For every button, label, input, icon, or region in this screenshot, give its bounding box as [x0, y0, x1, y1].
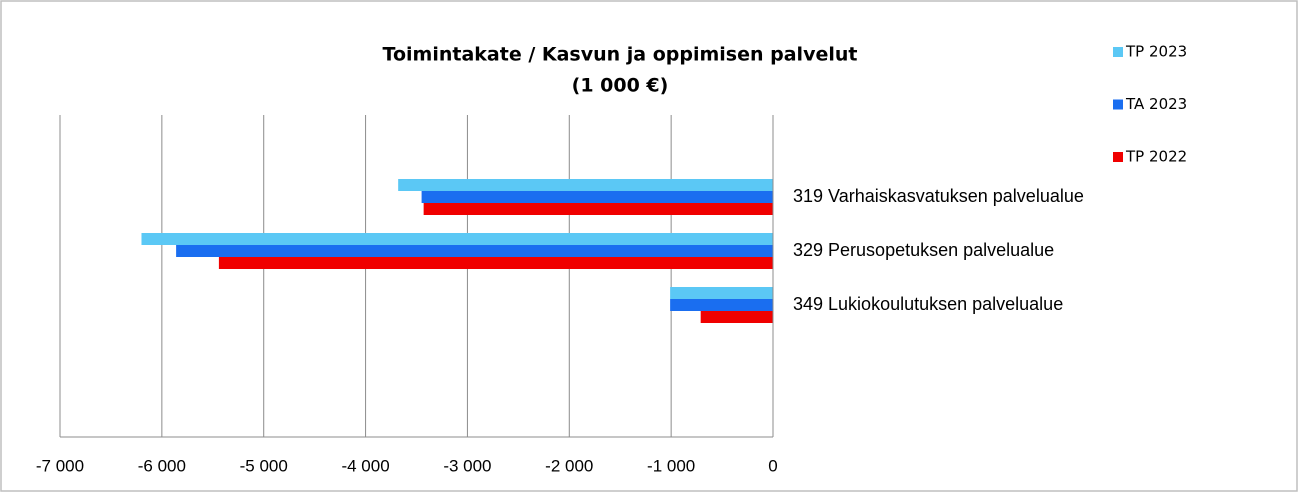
legend-label: TA 2023 — [1125, 95, 1187, 113]
x-tick-label: -2 000 — [545, 456, 593, 475]
legend-swatch — [1113, 99, 1123, 110]
bar — [398, 179, 773, 191]
bar — [176, 245, 774, 257]
legend-label: TP 2023 — [1125, 43, 1187, 61]
x-tick-label: 0 — [768, 456, 777, 475]
bar — [700, 311, 773, 323]
x-tick-label: -5 000 — [240, 456, 288, 475]
bar — [421, 191, 773, 203]
x-tick-label: -6 000 — [138, 456, 186, 475]
x-tick-label: -7 000 — [36, 456, 84, 475]
category-label: 349 Lukiokoulutuksen palvelualue — [793, 294, 1063, 314]
bar — [423, 203, 773, 215]
legend-label: TP 2022 — [1125, 148, 1187, 166]
bar — [218, 257, 773, 269]
legend-swatch — [1113, 47, 1123, 57]
category-label: 319 Varhaiskasvatuksen palvelualue — [793, 186, 1084, 206]
bar — [670, 299, 773, 311]
x-tick-label: -3 000 — [443, 456, 491, 475]
x-tick-label: -1 000 — [647, 456, 695, 475]
chart-title: Toimintakate / Kasvun ja oppimisen palve… — [383, 44, 858, 66]
bar — [670, 287, 773, 299]
x-tick-label: -4 000 — [341, 456, 389, 475]
legend-swatch — [1113, 152, 1123, 162]
bar — [141, 233, 773, 245]
category-label: 329 Perusopetuksen palvelualue — [793, 240, 1054, 260]
chart-title: (1 000 €) — [572, 75, 669, 97]
